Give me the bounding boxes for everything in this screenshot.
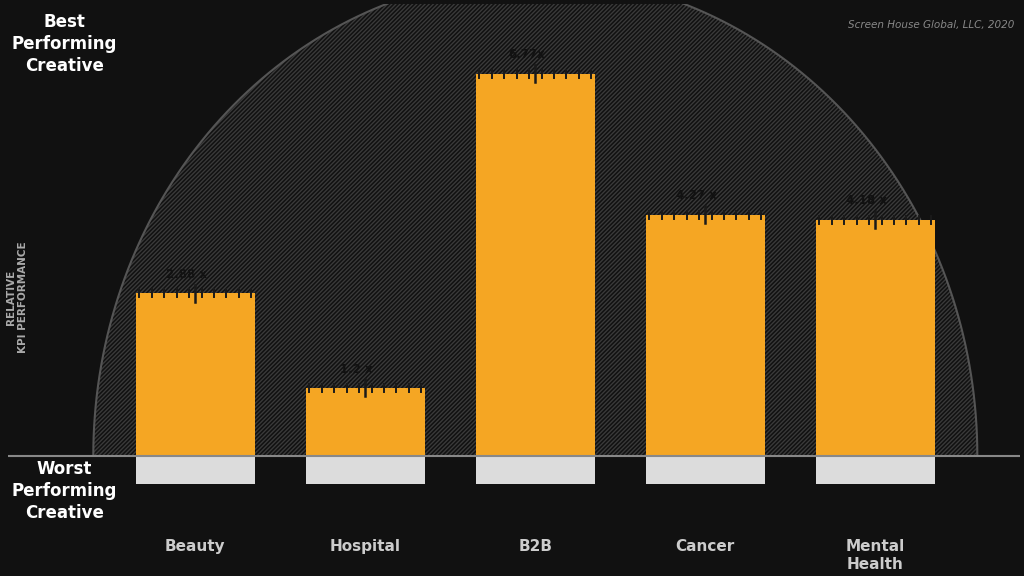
Text: Best
Performing
Creative: Best Performing Creative bbox=[11, 13, 117, 75]
Bar bbox=[306, 388, 425, 456]
Bar bbox=[306, 456, 425, 484]
Bar bbox=[136, 456, 255, 484]
Bar bbox=[646, 215, 765, 456]
Bar bbox=[136, 293, 255, 456]
Bar bbox=[816, 456, 935, 484]
Bar bbox=[816, 220, 935, 456]
Text: 4.27 x: 4.27 x bbox=[677, 190, 717, 202]
Text: Screen House Global, LLC, 2020: Screen House Global, LLC, 2020 bbox=[849, 20, 1015, 30]
Bar bbox=[476, 74, 595, 456]
Text: Worst
Performing
Creative: Worst Performing Creative bbox=[11, 460, 117, 522]
Text: 4.18 x: 4.18 x bbox=[846, 194, 888, 207]
Text: 6.77x: 6.77x bbox=[509, 48, 545, 61]
Bar bbox=[646, 456, 765, 484]
Text: RELATIVE
KPI PERFORMANCE: RELATIVE KPI PERFORMANCE bbox=[6, 242, 28, 354]
Text: 1.2 x: 1.2 x bbox=[341, 362, 373, 376]
Bar bbox=[476, 456, 595, 484]
Text: 2.88 x: 2.88 x bbox=[166, 268, 207, 281]
